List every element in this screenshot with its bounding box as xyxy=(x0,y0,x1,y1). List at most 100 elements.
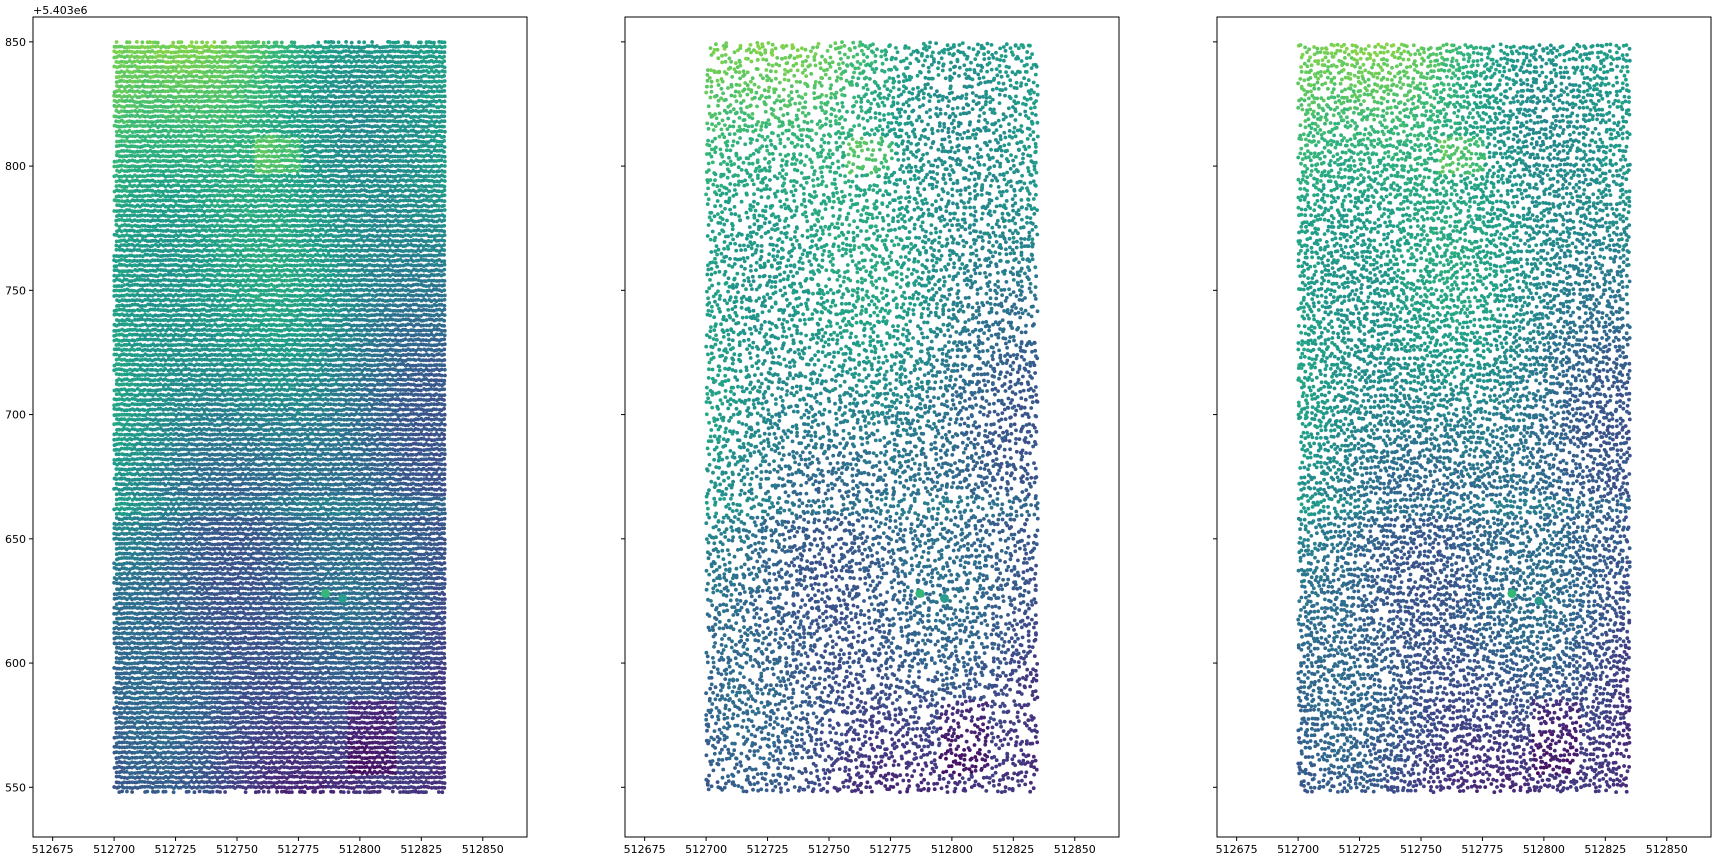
scatter-point xyxy=(184,785,189,790)
scatter-point xyxy=(341,642,346,646)
scatter-point xyxy=(282,761,286,766)
scatter-point xyxy=(220,716,224,721)
scatter-point xyxy=(261,690,266,695)
scatter-point xyxy=(442,610,447,615)
scatter-point xyxy=(207,626,212,631)
scatter-point xyxy=(287,696,292,701)
scatter-point xyxy=(163,789,168,794)
scatter-point xyxy=(137,646,142,651)
scatter-point xyxy=(440,790,445,795)
scatter-point xyxy=(168,616,173,621)
scatter-point xyxy=(130,780,135,785)
scatter-point xyxy=(279,785,284,790)
scatter-point xyxy=(186,720,191,725)
scatter-point xyxy=(279,711,284,716)
axes-panel-1: 512675 512700 512725 512750 512775 512800 5128… xyxy=(5,16,528,856)
scatter-point xyxy=(357,790,362,795)
scatter-point xyxy=(125,785,129,790)
scatter-point xyxy=(156,789,160,794)
scatter-point xyxy=(282,640,286,645)
scatter-point xyxy=(400,710,405,715)
scatter-point xyxy=(179,600,183,605)
y-offset-label: +5.403e6 xyxy=(33,4,87,17)
scatter-point xyxy=(436,790,441,794)
scatter-point xyxy=(390,696,395,700)
scatter-point xyxy=(372,621,377,626)
scatter-point xyxy=(155,685,160,690)
scatter-point xyxy=(261,789,266,794)
scatter-point xyxy=(114,716,119,721)
scatter-point xyxy=(313,750,317,754)
scatter-point xyxy=(295,670,299,675)
scatter-point xyxy=(416,621,421,626)
scatter-point xyxy=(153,744,157,749)
scatter-point xyxy=(297,725,302,730)
scatter-point xyxy=(222,745,227,750)
scatter-point xyxy=(289,650,294,655)
scatter-point xyxy=(398,790,402,794)
scatter-point xyxy=(308,651,312,656)
scatter-point xyxy=(119,706,124,710)
scatter-point xyxy=(215,626,220,631)
scatter-point xyxy=(212,761,217,765)
scatter-point xyxy=(413,786,418,790)
scatter-point xyxy=(313,711,317,716)
scatter-point xyxy=(173,646,178,651)
scatter-point xyxy=(416,715,421,720)
scatter-point xyxy=(442,691,446,695)
scatter-point xyxy=(403,695,408,699)
scatter-point xyxy=(416,790,421,795)
scatter-point xyxy=(426,780,431,785)
scatter-point xyxy=(442,730,447,735)
scatter-point xyxy=(300,751,304,756)
scatter-point xyxy=(176,696,181,701)
scatter-point xyxy=(439,700,444,705)
scatter-point xyxy=(442,701,447,706)
scatter-point xyxy=(426,671,431,675)
scatter-point xyxy=(377,789,382,794)
scatter-point xyxy=(411,789,415,794)
scatter-point xyxy=(197,721,201,726)
scatter-point xyxy=(308,785,313,790)
scatter-point xyxy=(233,786,237,790)
scatter-point xyxy=(346,705,351,710)
scatter-point xyxy=(243,630,248,635)
scatter-point xyxy=(310,730,315,735)
scatter-point xyxy=(419,631,423,635)
scatter-point xyxy=(310,716,315,721)
scatter-point xyxy=(289,620,294,625)
scatter-point xyxy=(356,710,361,715)
scatter-point xyxy=(393,755,397,760)
scatter-point xyxy=(416,641,421,645)
scatter-point xyxy=(315,651,320,656)
scatter-point xyxy=(395,706,400,711)
scatter-point xyxy=(122,725,126,729)
scatter-point xyxy=(124,716,129,720)
scatter-point xyxy=(184,681,188,685)
scatter-point xyxy=(150,714,155,719)
scatter-point xyxy=(127,780,132,785)
scatter-point xyxy=(117,780,121,785)
scatter-point xyxy=(421,710,426,715)
scatter-point xyxy=(413,625,418,630)
scatter-point xyxy=(387,610,392,615)
scatter-point xyxy=(313,789,317,794)
scatter-point xyxy=(264,620,268,625)
scatter-point xyxy=(442,652,446,656)
scatter-point xyxy=(150,786,155,790)
scatter-point xyxy=(331,646,335,651)
scatter-point xyxy=(437,685,441,690)
scatter-point xyxy=(222,779,227,784)
scatter-point xyxy=(310,775,315,780)
scatter-point xyxy=(424,715,428,720)
scatter-point xyxy=(280,789,284,794)
scatter-point xyxy=(264,710,268,715)
scatter-point xyxy=(171,730,176,735)
scatter-point xyxy=(442,715,447,720)
scatter-point xyxy=(367,715,371,720)
scatter-point xyxy=(275,790,279,794)
scatter-point xyxy=(442,641,447,645)
scatter-point xyxy=(378,785,382,789)
scatter-point xyxy=(437,665,441,670)
scatter-point xyxy=(137,676,142,681)
